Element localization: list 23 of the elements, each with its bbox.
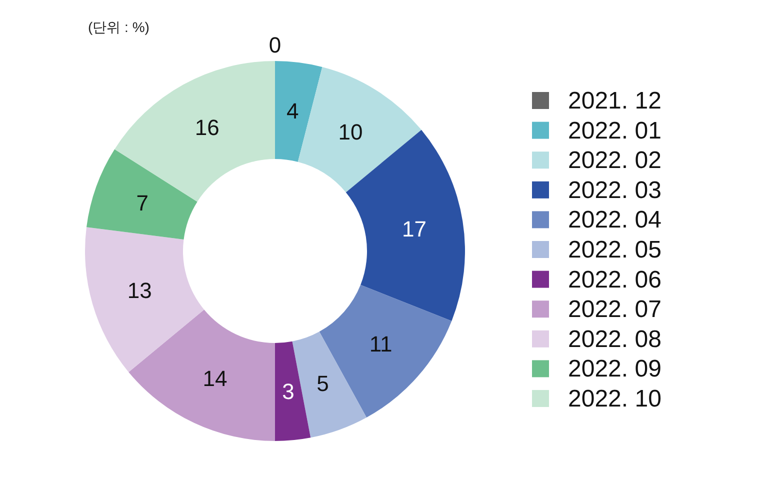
data-label: 4 xyxy=(286,98,299,124)
legend-label: 2022. 01 xyxy=(568,117,662,144)
legend-label: 2022. 08 xyxy=(568,326,662,353)
legend-label: 2022. 05 xyxy=(568,236,662,264)
legend-label: 2022. 06 xyxy=(568,266,662,294)
data-label: 7 xyxy=(136,190,148,216)
data-label: 17 xyxy=(402,216,427,242)
legend-label: 2022. 03 xyxy=(568,176,662,204)
text: 0 xyxy=(268,32,282,58)
data-label: 14 xyxy=(202,366,228,392)
data-label: 5 xyxy=(316,371,329,396)
data-label: 10 xyxy=(338,119,363,144)
legend-label: 2022. 04 xyxy=(568,206,662,234)
legend-label: 2021. 12 xyxy=(568,88,662,114)
legend-label: 2022. 02 xyxy=(568,147,662,174)
legend-label: 2022. 10 xyxy=(568,386,662,412)
data-label: 16 xyxy=(194,114,220,140)
legend-label: 2022. 07 xyxy=(568,296,662,324)
legend-label: 2022. 09 xyxy=(568,356,662,383)
data-label: 3 xyxy=(282,378,294,404)
data-label: 11 xyxy=(369,332,392,357)
data-label: 13 xyxy=(127,278,152,303)
text: (단위 : %) xyxy=(88,19,150,35)
